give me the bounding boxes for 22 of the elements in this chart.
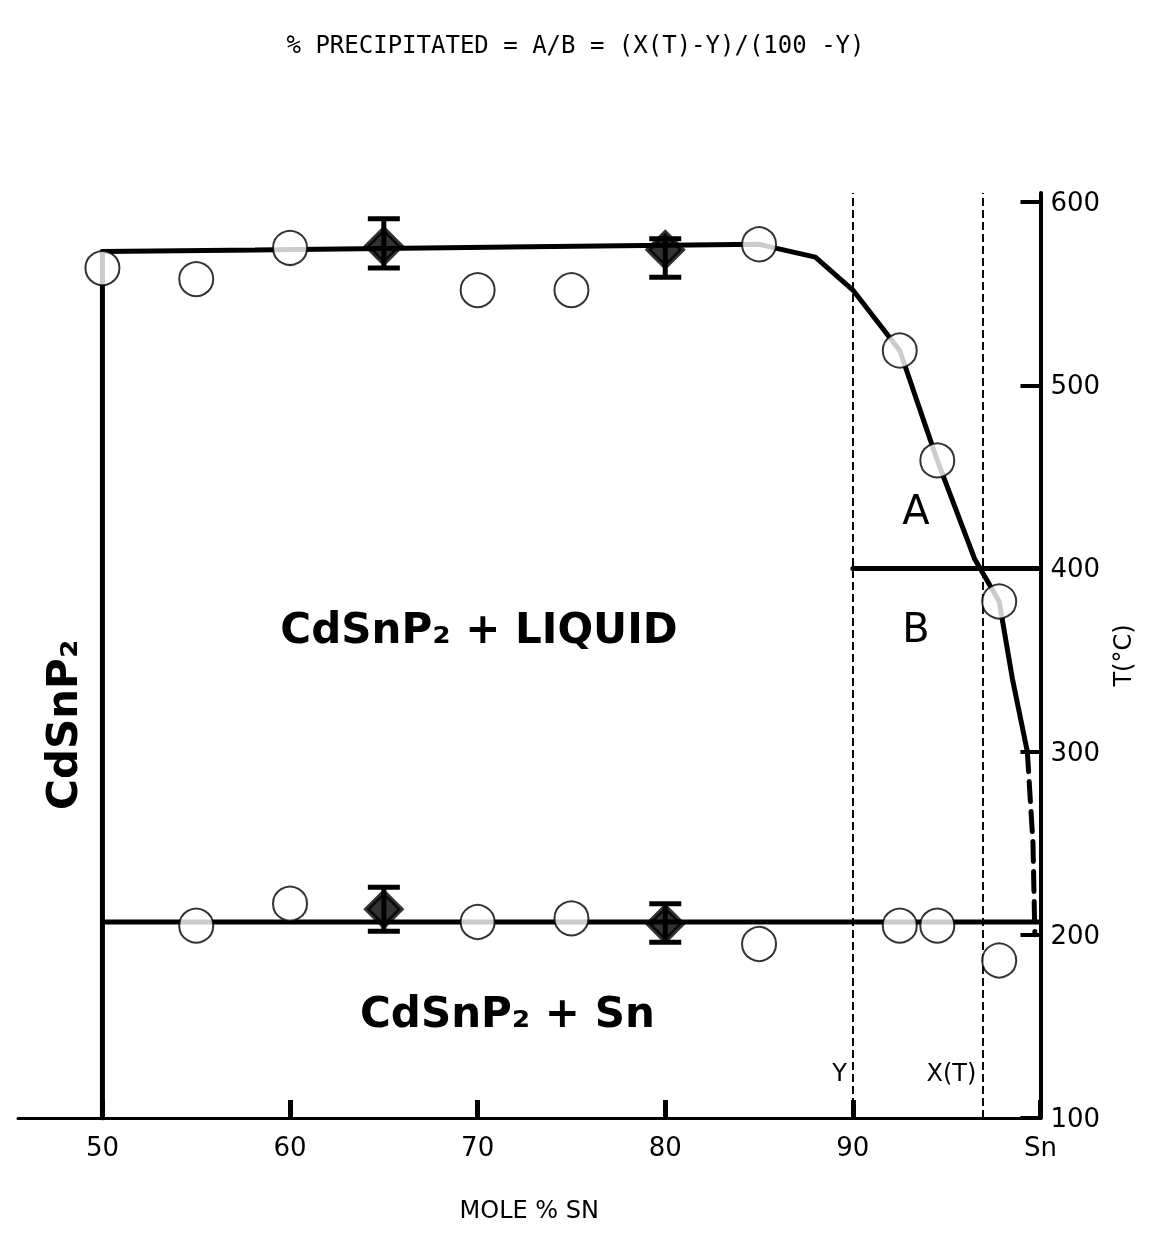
ref-line-label: Y (831, 1059, 848, 1087)
x-tick-label: 60 (273, 1132, 307, 1162)
y-tick-label: 400 (1050, 553, 1101, 584)
x-tick-label: 90 (836, 1132, 870, 1162)
y-tick-label: 500 (1050, 370, 1101, 401)
x-axis-title: MOLE % SN (459, 1196, 599, 1224)
chart-title: % PRECIPITATED = A/B = (X(T)-Y)/(100 -Y) (286, 31, 865, 59)
y-axis-title: T(°C) (1109, 624, 1137, 688)
x-tick-label: 80 (648, 1132, 682, 1162)
y-tick-label: 600 (1050, 187, 1101, 218)
y-tick-label: 100 (1050, 1103, 1101, 1133)
x-tick-label: 50 (85, 1132, 119, 1162)
y-tick-label: 300 (1050, 736, 1101, 767)
annotation: CdSnP₂ + Sn (359, 987, 655, 1037)
annotation: CdSnP₂ + LIQUID (280, 603, 678, 653)
text: CdSnP₂ (37, 639, 87, 810)
x-tick-label: Sn (1023, 1132, 1057, 1162)
annotation: B (902, 605, 930, 651)
ref-line-label: X(T) (926, 1059, 977, 1087)
annotation: A (902, 487, 931, 534)
y-tick-label: 200 (1050, 919, 1101, 950)
x-tick-label: 70 (461, 1132, 495, 1162)
